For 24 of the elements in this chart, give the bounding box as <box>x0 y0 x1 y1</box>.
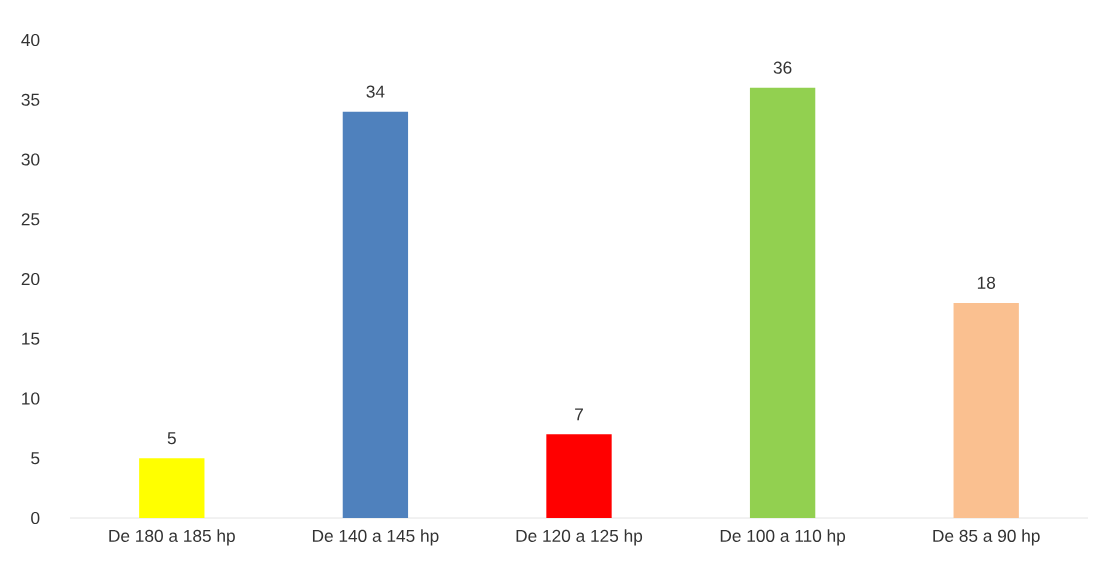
x-tick-label: De 85 a 90 hp <box>933 529 1040 546</box>
y-tick-label: 5 <box>31 452 40 465</box>
data-label: 18 <box>977 276 996 289</box>
bar <box>953 302 1019 518</box>
y-tick-label: 10 <box>22 392 40 405</box>
x-tick-label: De 120 a 125 hp <box>516 529 643 546</box>
y-tick-label: 20 <box>21 272 40 286</box>
bar <box>546 434 612 518</box>
y-tick-label: 30 <box>21 153 40 166</box>
y-tick-label: 25 <box>21 213 40 226</box>
data-label: 36 <box>773 61 792 74</box>
bar <box>139 458 205 518</box>
x-tick-label: De 180 a 185 hp <box>109 529 235 546</box>
bar <box>342 111 409 518</box>
data-label: 7 <box>575 408 583 421</box>
x-tick-label: De 140 a 145 hp <box>312 529 439 546</box>
y-tick-label: 40 <box>21 33 40 47</box>
data-label: 34 <box>366 85 385 98</box>
y-tick-label: 35 <box>21 93 40 106</box>
y-tick-label: 15 <box>22 332 40 345</box>
bar <box>749 87 816 518</box>
x-tick-label: De 100 a 110 hp <box>720 529 846 546</box>
y-tick-label: 0 <box>31 511 40 525</box>
data-label: 5 <box>167 432 176 445</box>
